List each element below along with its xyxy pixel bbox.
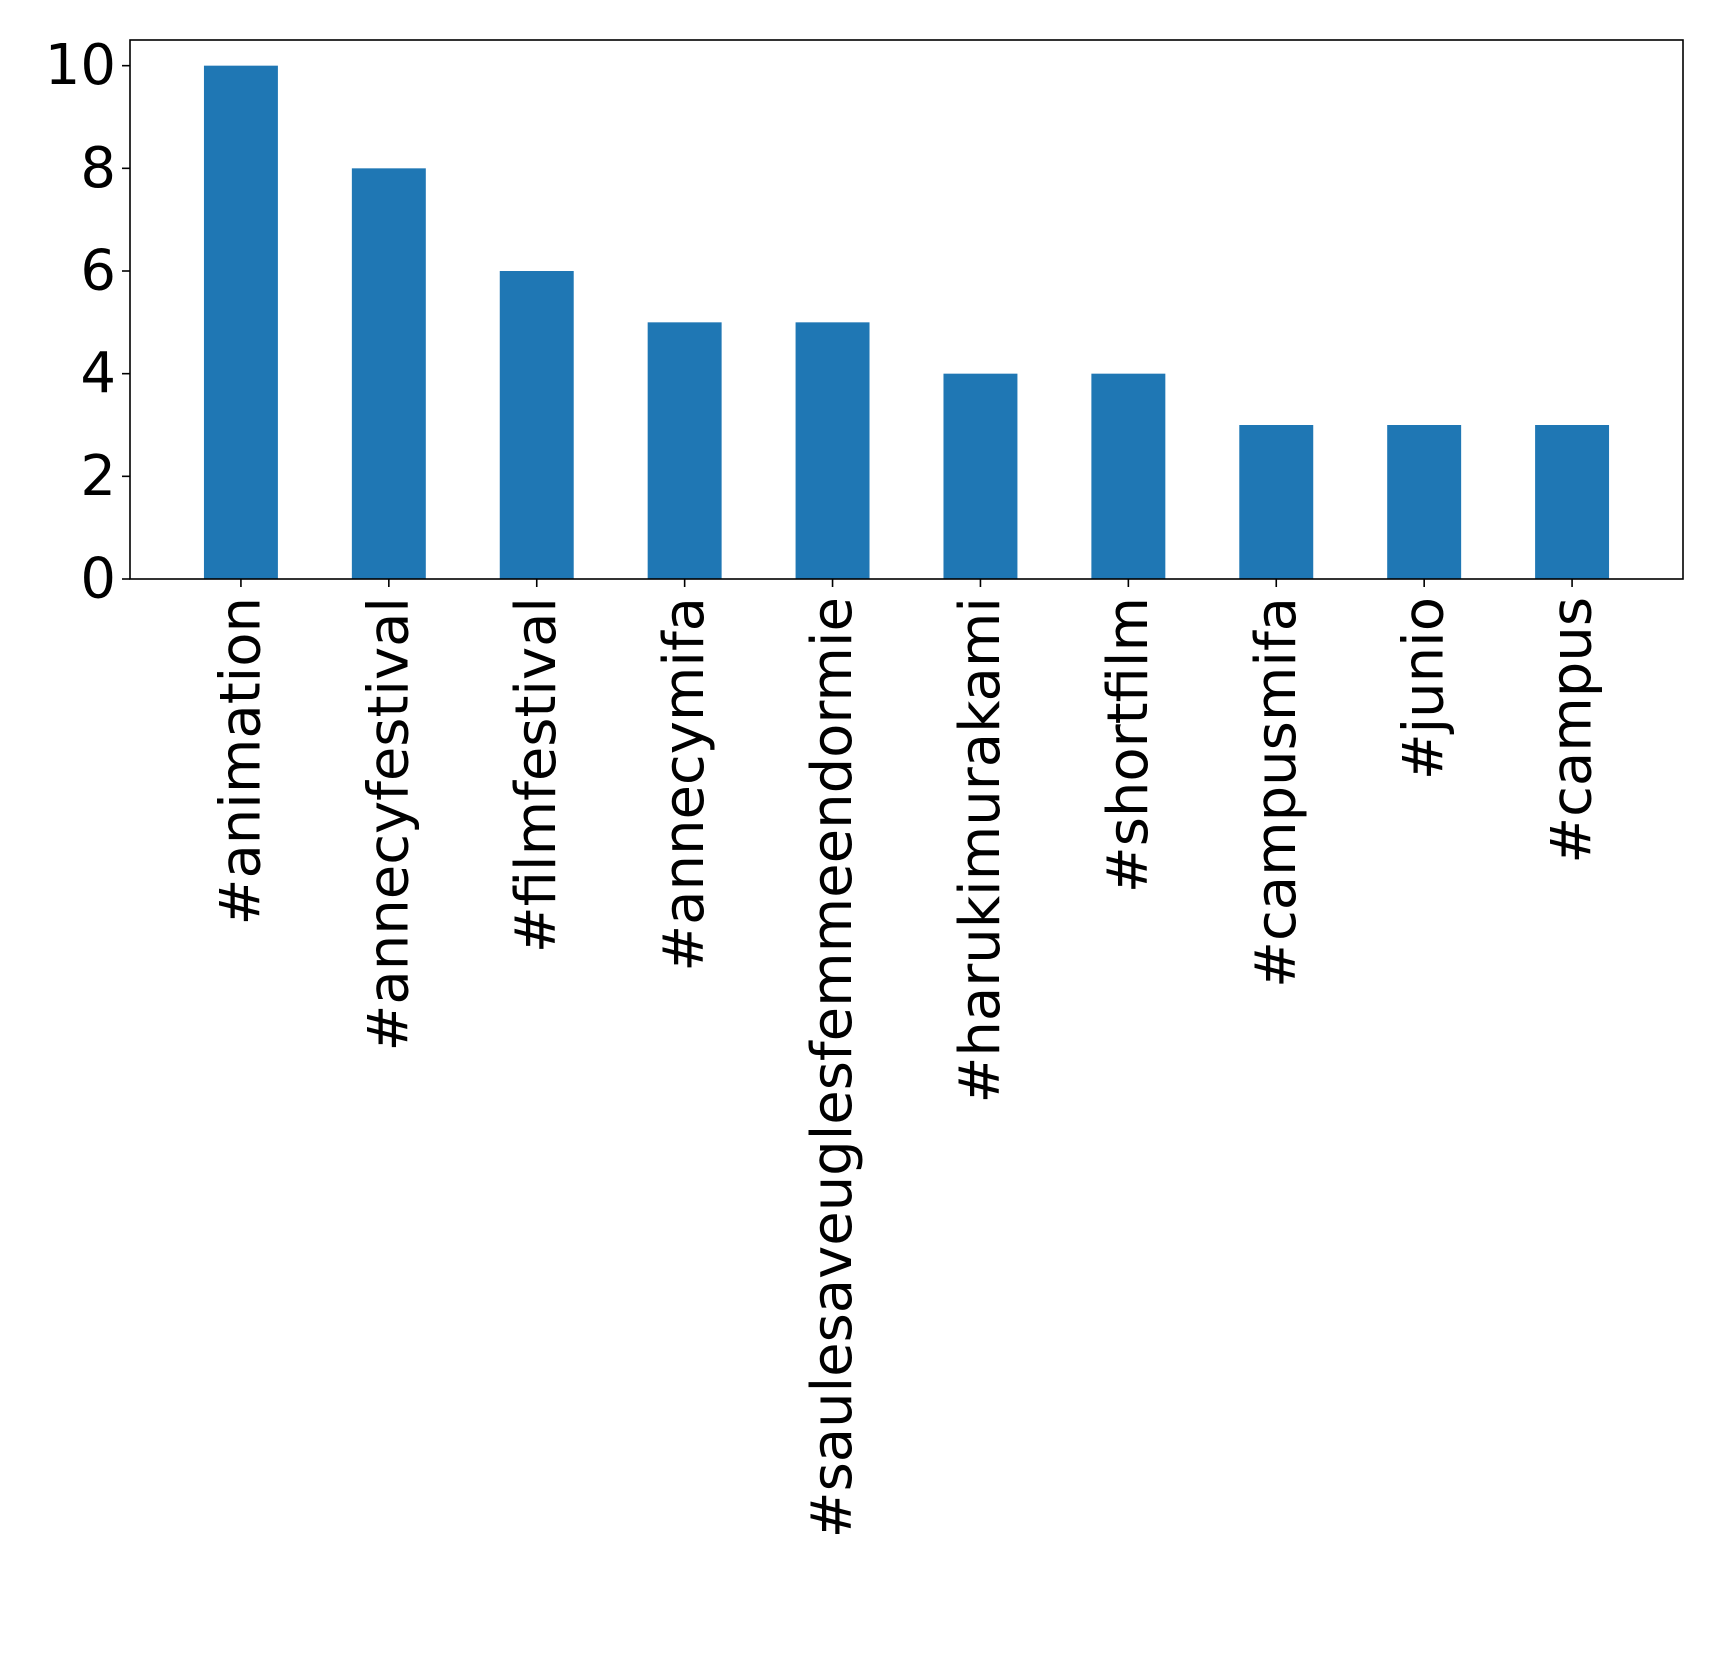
y-tick-label: 6 [80,239,116,304]
x-tick-label: #filmfestival [504,597,569,953]
y-tick-label: 4 [80,341,116,406]
bar [499,271,574,579]
x-axis: #animation #annecyfestival #filmfestival #a… [208,579,1605,1538]
x-tick-label: #annecymifa [652,597,717,972]
bars-layer [203,65,1610,580]
x-tick-label: #junio [1392,597,1457,780]
x-tick-label: #campusmifa [1244,597,1309,988]
x-tick-label: #harukimurakami [948,597,1013,1104]
y-tick-label: 10 [45,33,116,98]
x-tick-label: #campus [1540,597,1605,864]
bar [943,373,1018,579]
bar [1239,425,1314,579]
x-tick-label: #animation [208,597,273,925]
bar [795,322,870,579]
x-tick-label: #annecyfestival [356,597,421,1051]
plot-frame [129,39,1684,580]
x-tick-label: #shortfilm [1096,597,1161,893]
bar [1535,425,1610,579]
x-tick-label: #saulesaveuglesfemmeendormie [800,597,865,1538]
bar [1091,373,1166,579]
bar [351,168,426,580]
bar [1387,425,1462,579]
y-tick-label: 2 [80,444,116,509]
bar [203,65,278,579]
y-tick-label: 8 [80,136,116,201]
y-tick-label: 0 [80,547,116,612]
bar [647,322,722,579]
y-axis: 0 2 4 6 8 10 [45,33,130,612]
